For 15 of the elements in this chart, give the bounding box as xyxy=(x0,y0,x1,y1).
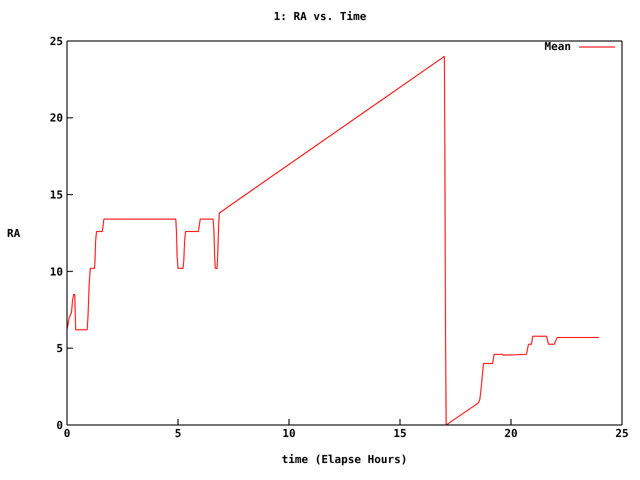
x-tick-label: 5 xyxy=(174,426,182,440)
y-tick-label: 20 xyxy=(50,112,63,125)
line-series xyxy=(67,56,600,425)
x-tick-label: 25 xyxy=(615,426,629,440)
legend-label: Mean xyxy=(544,40,571,53)
x-tick-label: 15 xyxy=(393,426,407,440)
y-axis-title: RA xyxy=(7,226,21,240)
y-tick-label: 25 xyxy=(50,34,63,48)
chart-title: 1: RA vs. Time xyxy=(272,10,368,23)
x-axis-title: time (Elapse Hours) xyxy=(282,453,408,466)
x-tick-label: 20 xyxy=(504,426,518,440)
y-tick-label: 15 xyxy=(50,188,63,202)
y-tick-label: 10 xyxy=(50,265,63,278)
y-tick-label: 5 xyxy=(56,342,63,356)
x-tick-label: 10 xyxy=(282,426,296,440)
